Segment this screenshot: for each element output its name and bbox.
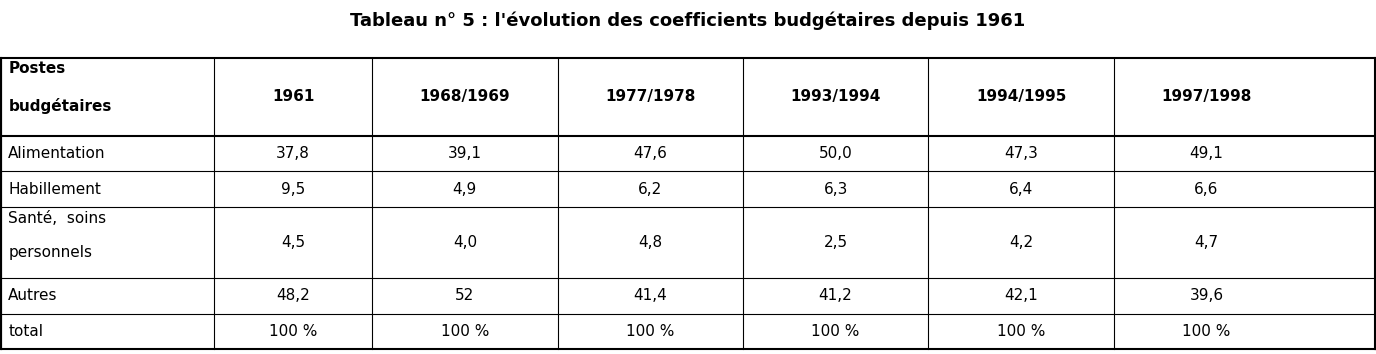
Text: 1994/1995: 1994/1995 — [976, 89, 1066, 104]
Text: 4,0: 4,0 — [453, 235, 477, 250]
Text: 100 %: 100 % — [812, 324, 860, 339]
Text: 6,6: 6,6 — [1194, 182, 1219, 196]
Text: 50,0: 50,0 — [819, 146, 853, 161]
Text: 100 %: 100 % — [996, 324, 1046, 339]
Text: 6,4: 6,4 — [1009, 182, 1033, 196]
Text: 100 %: 100 % — [1182, 324, 1230, 339]
Text: 4,5: 4,5 — [281, 235, 305, 250]
Text: 52: 52 — [455, 288, 475, 303]
Text: Habillement: Habillement — [8, 182, 100, 196]
Text: Santé,  soins: Santé, soins — [8, 211, 106, 226]
Text: 37,8: 37,8 — [277, 146, 310, 161]
Text: 47,6: 47,6 — [633, 146, 667, 161]
Text: 47,3: 47,3 — [1004, 146, 1038, 161]
Text: 42,1: 42,1 — [1004, 288, 1038, 303]
Text: 1961: 1961 — [272, 89, 314, 104]
Text: 1997/1998: 1997/1998 — [1161, 89, 1252, 104]
Text: 4,8: 4,8 — [638, 235, 662, 250]
Text: 6,3: 6,3 — [823, 182, 848, 196]
Text: 6,2: 6,2 — [638, 182, 662, 196]
Text: 39,1: 39,1 — [447, 146, 482, 161]
Text: 100 %: 100 % — [270, 324, 318, 339]
Text: Autres: Autres — [8, 288, 58, 303]
Text: Postes: Postes — [8, 61, 66, 76]
Text: 1968/1969: 1968/1969 — [420, 89, 510, 104]
Text: Tableau n° 5 : l'évolution des coefficients budgétaires depuis 1961: Tableau n° 5 : l'évolution des coefficie… — [351, 12, 1025, 30]
Text: personnels: personnels — [8, 245, 92, 259]
Text: 9,5: 9,5 — [281, 182, 305, 196]
Text: 1977/1978: 1977/1978 — [605, 89, 695, 104]
Text: 2,5: 2,5 — [824, 235, 848, 250]
Text: 49,1: 49,1 — [1189, 146, 1223, 161]
Text: 41,4: 41,4 — [633, 288, 667, 303]
Text: 100 %: 100 % — [626, 324, 674, 339]
Text: Alimentation: Alimentation — [8, 146, 106, 161]
Text: 39,6: 39,6 — [1189, 288, 1223, 303]
Text: 48,2: 48,2 — [277, 288, 310, 303]
Text: total: total — [8, 324, 43, 339]
Text: 100 %: 100 % — [440, 324, 488, 339]
Text: 4,2: 4,2 — [1009, 235, 1033, 250]
Text: 4,7: 4,7 — [1194, 235, 1219, 250]
Text: 1993/1994: 1993/1994 — [790, 89, 881, 104]
Text: 41,2: 41,2 — [819, 288, 853, 303]
Text: budgétaires: budgétaires — [8, 98, 111, 114]
Text: 4,9: 4,9 — [453, 182, 477, 196]
